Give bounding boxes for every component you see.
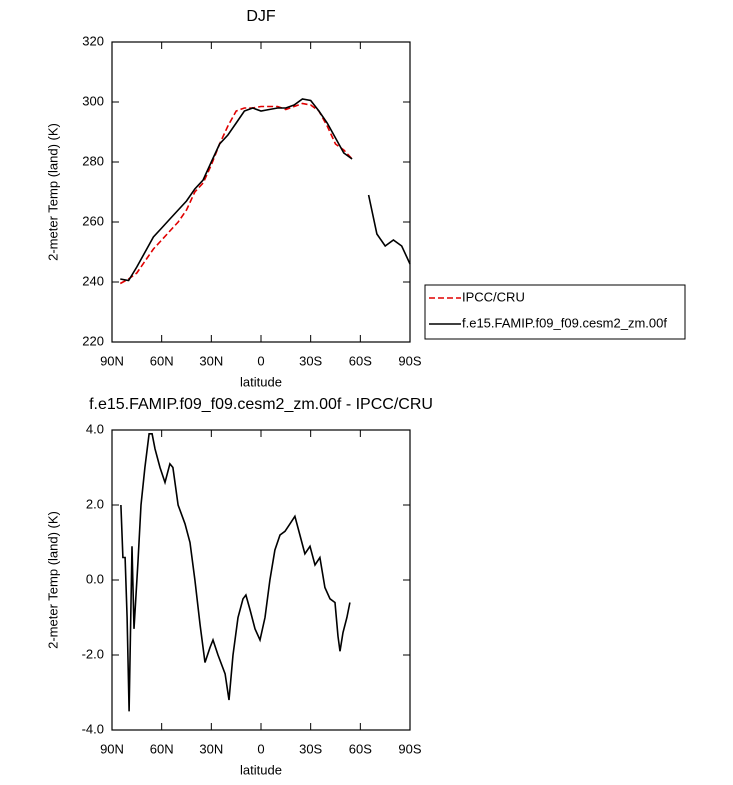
x-tick-label: 90N [100, 353, 124, 368]
plot-frame [111, 41, 411, 343]
y-axis-label: 2-meter Temp (land) (K) [45, 511, 60, 649]
data-line [119, 102, 353, 285]
y-tick-label: 240 [82, 273, 104, 288]
chart-title: DJF [246, 8, 276, 25]
y-axis-label: 2-meter Temp (land) (K) [45, 123, 60, 261]
legend-box [424, 284, 686, 340]
y-tick-label: 2.0 [86, 496, 104, 511]
x-axis-label: latitude [240, 762, 282, 777]
legend-label: f.e15.FAMIP.f09_f09.cesm2_zm.00f [462, 315, 667, 330]
x-tick-label: 0 [257, 741, 264, 756]
y-tick-label: -4.0 [82, 721, 104, 736]
data-line [120, 433, 351, 712]
x-tick-label: 30S [299, 353, 322, 368]
y-tick-label: 300 [82, 93, 104, 108]
x-tick-label: 30N [199, 741, 223, 756]
legend-label: IPCC/CRU [462, 289, 525, 304]
data-line [120, 98, 411, 282]
y-tick-label: 320 [82, 33, 104, 48]
x-tick-label: 90N [100, 741, 124, 756]
x-tick-label: 60N [150, 353, 174, 368]
y-tick-label: 220 [82, 333, 104, 348]
x-tick-label: 60N [150, 741, 174, 756]
x-axis-label: latitude [240, 374, 282, 389]
x-tick-label: 30N [199, 353, 223, 368]
y-tick-label: 4.0 [86, 421, 104, 436]
x-tick-label: 60S [349, 353, 372, 368]
y-tick-label: 260 [82, 213, 104, 228]
x-tick-label: 60S [349, 741, 372, 756]
x-tick-label: 0 [257, 353, 264, 368]
y-tick-label: 0.0 [86, 571, 104, 586]
x-tick-label: 90S [398, 353, 421, 368]
y-tick-label: -2.0 [82, 646, 104, 661]
x-tick-label: 30S [299, 741, 322, 756]
plot-frame [111, 429, 411, 731]
x-tick-label: 90S [398, 741, 421, 756]
chart-title: f.e15.FAMIP.f09_f09.cesm2_zm.00f - IPCC/… [89, 396, 433, 413]
y-tick-label: 280 [82, 153, 104, 168]
